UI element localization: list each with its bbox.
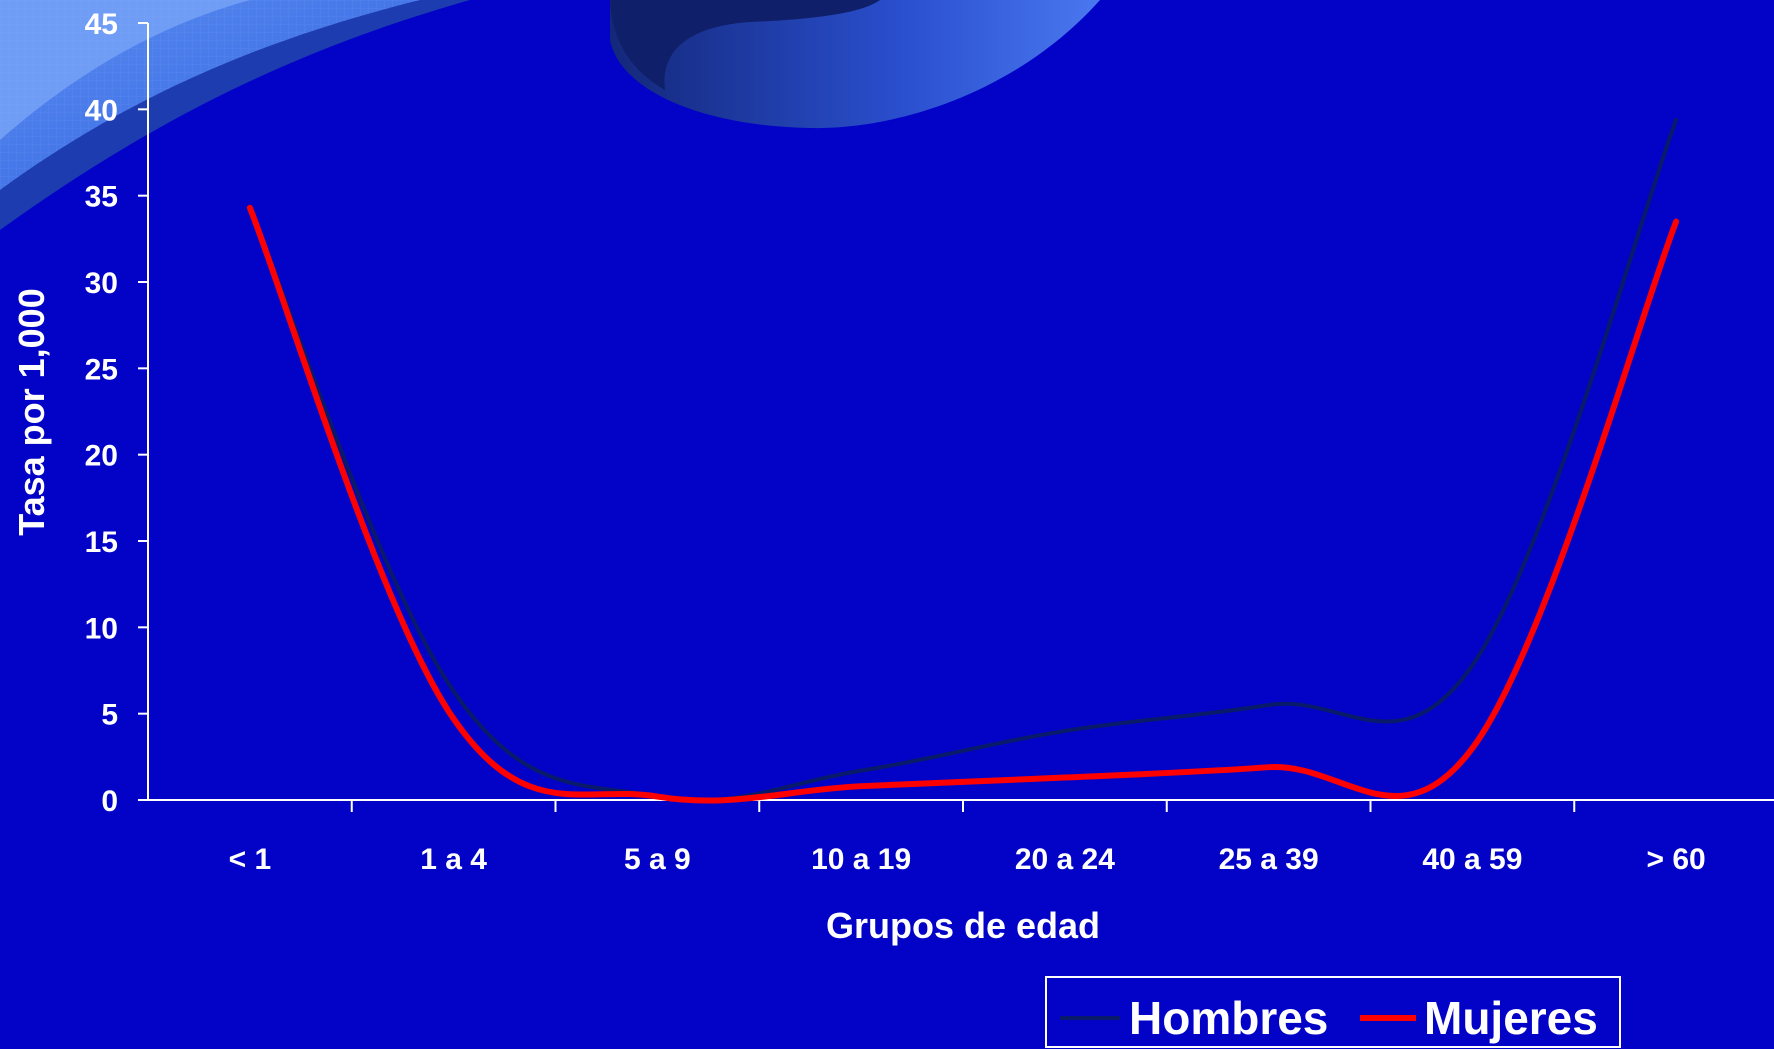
legend-box [1045, 976, 1621, 1048]
y-tick-label: 30 [85, 267, 118, 300]
y-tick-label: 25 [85, 353, 118, 386]
y-tick-label: 20 [85, 440, 118, 473]
swoosh-top-dark [610, 0, 880, 90]
legend-label-hombres: Hombres [1129, 992, 1328, 1044]
series-line-mujeres [246, 204, 1680, 804]
x-ticks: < 1 1 a 4 5 a 9 10 a 19 20 a 24 25 a 39 40 a 5… [229, 800, 1706, 876]
y-tick-label: 15 [85, 526, 118, 559]
legend: Hombres Mujeres [1045, 976, 1621, 1048]
x-tick-label: 40 a 59 [1422, 843, 1522, 876]
y-tick-label: 45 [85, 8, 118, 41]
y-tick-label: 35 [85, 181, 118, 214]
y-ticks: 0 5 10 15 20 25 30 35 40 45 [85, 8, 148, 818]
y-tick-label: 0 [101, 785, 118, 818]
series-line-hombres [247, 117, 1679, 803]
background-decoration [0, 0, 1100, 230]
legend-label-mujeres: Mujeres [1424, 992, 1598, 1044]
x-tick-label: 25 a 39 [1219, 843, 1319, 876]
x-tick-label: 10 a 19 [811, 843, 911, 876]
swoosh-inner-grid [0, 0, 250, 140]
x-tick-label: 20 a 24 [1015, 843, 1115, 876]
x-tick-label: < 1 [229, 843, 272, 876]
x-tick-label: 5 a 9 [624, 843, 691, 876]
x-tick-label: > 60 [1647, 843, 1706, 876]
axes: 0 5 10 15 20 25 30 35 40 45 < 1 1 a 4 5 a 9 10 a 19 2… [85, 8, 1774, 876]
x-tick-label: 1 a 4 [420, 843, 487, 876]
y-axis-title: Tasa por 1,000 [11, 288, 52, 535]
series-layer [246, 117, 1680, 804]
y-tick-label: 10 [85, 612, 118, 645]
y-tick-label: 40 [85, 94, 118, 127]
x-axis-title: Grupos de edad [826, 905, 1100, 946]
swoosh-top [610, 0, 1100, 129]
y-tick-label: 5 [101, 699, 118, 732]
